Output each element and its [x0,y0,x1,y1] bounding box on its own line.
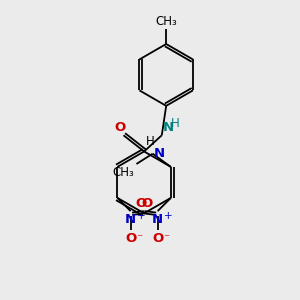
Text: H: H [171,117,179,130]
Text: N: N [154,147,165,160]
Text: ⁻: ⁻ [164,232,170,246]
Text: O: O [142,196,153,210]
Text: N: N [162,121,173,134]
Text: O: O [125,232,136,245]
Text: O: O [152,232,163,245]
Text: O: O [114,121,126,134]
Text: ⁻: ⁻ [136,232,143,246]
Text: H: H [146,135,154,148]
Text: N: N [152,213,163,226]
Text: CH₃: CH₃ [155,15,177,28]
Text: CH₃: CH₃ [112,166,134,179]
Text: N: N [125,213,136,226]
Text: +: + [164,211,172,221]
Text: +: + [136,211,145,221]
Text: O: O [135,196,146,210]
